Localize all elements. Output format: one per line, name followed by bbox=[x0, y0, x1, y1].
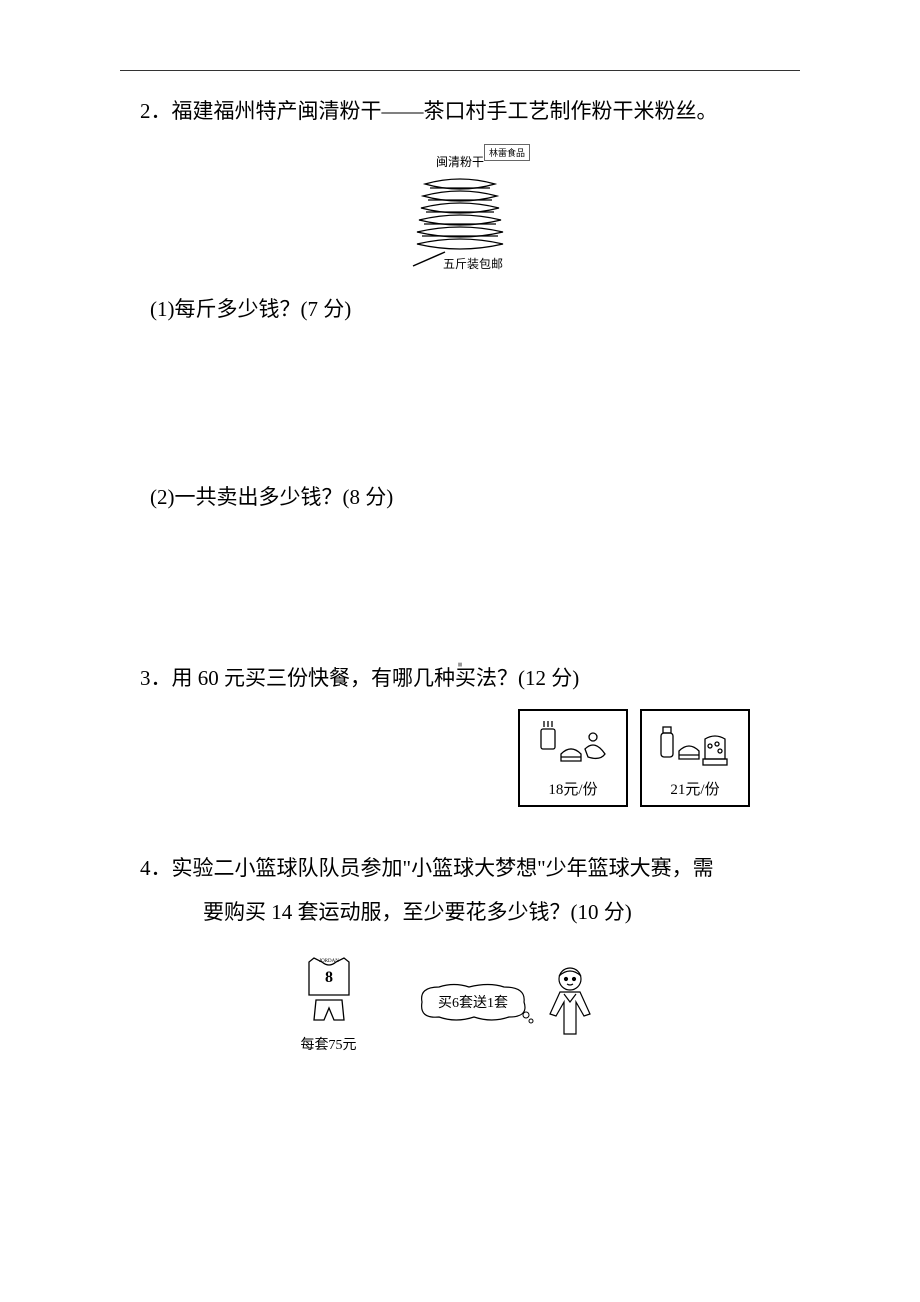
svg-text:买6套送1套: 买6套送1套 bbox=[438, 995, 508, 1011]
noodle-icon: 闽清粉干 五斤装包邮 bbox=[395, 144, 525, 274]
q4-number: 4． bbox=[140, 856, 172, 880]
meal-a-price: 18元/份 bbox=[530, 778, 616, 799]
meal-b-icon bbox=[655, 719, 735, 769]
question-2: 2．福建福州特产闽清粉干——茶口村手工艺制作粉干米粉丝。 林雷食品 闽清粉干 bbox=[140, 90, 780, 517]
svg-text:8: 8 bbox=[325, 969, 333, 986]
q2-body: 福建福州特产闽清粉干——茶口村手工艺制作粉干米粉丝。 bbox=[172, 99, 718, 123]
jersey-group: JORDAN 8 每套75元 bbox=[294, 950, 364, 1054]
product-title: 闽清粉干 bbox=[436, 155, 484, 169]
q4-line1: 4．实验二小篮球队队员参加"小篮球大梦想"少年篮球大赛，需 bbox=[140, 847, 780, 889]
question-4: 4．实验二小篮球队队员参加"小篮球大梦想"少年篮球大赛，需 要购买 14 套运动… bbox=[140, 847, 780, 1054]
person-icon bbox=[542, 964, 597, 1039]
q2-sub2: (2)一共卖出多少钱？(8 分) bbox=[140, 479, 780, 517]
speech-group: 买6套送1套 bbox=[414, 964, 597, 1039]
noodle-product-box: 林雷食品 闽清粉干 五斤装包邮 bbox=[390, 144, 530, 279]
q2-text: 2．福建福州特产闽清粉干——茶口村手工艺制作粉干米粉丝。 bbox=[140, 90, 780, 132]
q3-figures: 18元/份 21元/份 bbox=[140, 709, 750, 807]
meal-b-price: 21元/份 bbox=[652, 778, 738, 799]
brand-label: 林雷食品 bbox=[484, 144, 530, 161]
q3-body: 用 60 元买三份快餐，有哪几种买法？(12 分) bbox=[172, 666, 580, 690]
q2-number: 2． bbox=[140, 99, 172, 123]
tag-label: 五斤装包邮 bbox=[443, 257, 503, 271]
q2-sub1: (1)每斤多少钱？(7 分) bbox=[140, 291, 780, 329]
q4-line2: 要购买 14 套运动服，至少要花多少钱？(10 分) bbox=[140, 889, 780, 935]
page-header-rule bbox=[120, 70, 800, 71]
speech-bubble-icon: 买6套送1套 bbox=[414, 977, 534, 1027]
question-3: 3．用 60 元买三份快餐，有哪几种买法？(12 分) 18元/份 bbox=[140, 657, 780, 807]
jersey-price: 每套75元 bbox=[294, 1034, 364, 1054]
svg-text:JORDAN: JORDAN bbox=[319, 959, 339, 964]
center-dot-icon: ■ bbox=[458, 660, 463, 669]
meal-b-box: 21元/份 bbox=[640, 709, 750, 807]
q2-figure: 林雷食品 闽清粉干 五斤装包邮 bbox=[140, 144, 780, 279]
q4-body1: 实验二小篮球队队员参加"小篮球大梦想"少年篮球大赛，需 bbox=[172, 856, 714, 880]
q4-figures: JORDAN 8 每套75元 买6套送1套 bbox=[140, 950, 750, 1054]
q3-number: 3． bbox=[140, 666, 172, 690]
meal-a-box: 18元/份 bbox=[518, 709, 628, 807]
jersey-icon: JORDAN 8 bbox=[294, 950, 364, 1025]
meal-a-icon bbox=[533, 719, 613, 769]
